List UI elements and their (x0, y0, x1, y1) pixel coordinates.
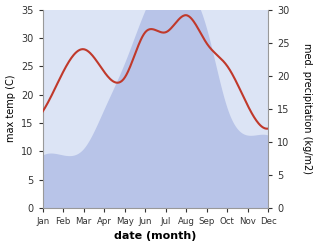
Y-axis label: max temp (C): max temp (C) (5, 75, 16, 143)
X-axis label: date (month): date (month) (114, 231, 197, 242)
Y-axis label: med. precipitation (kg/m2): med. precipitation (kg/m2) (302, 43, 313, 174)
